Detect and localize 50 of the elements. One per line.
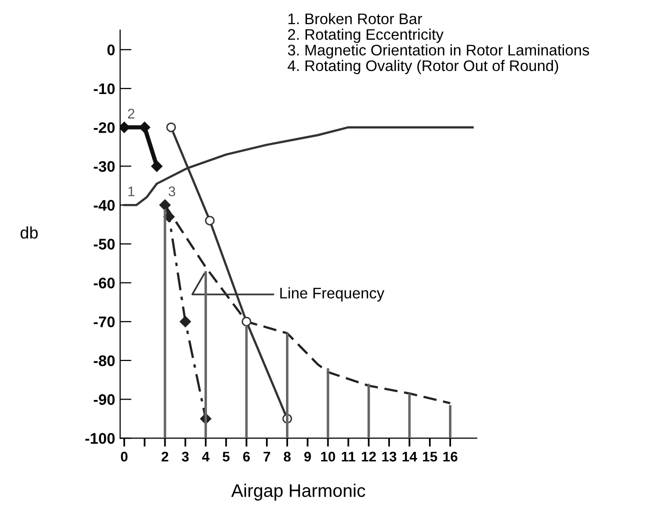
x-tick-label: 8 [284,452,291,462]
y-tick-label: -80 [94,355,115,366]
y-tick-label: 0 [107,44,115,56]
annotation: 3. Magnetic Orientation in Rotor Laminations [288,44,590,59]
annotation: 1 [128,186,134,196]
annotation: 4. Rotating Ovality (Rotor Out of Round) [288,60,558,74]
x-tick-label: 12 [362,452,376,462]
x-tick-label: 3 [182,452,189,462]
x-tick-label: 2 [162,452,168,462]
y-tick-label: -20 [94,122,115,134]
y-tick-label: -50 [94,238,115,250]
x-tick-label: 0 [120,452,128,462]
x-tick-label: 10 [321,452,336,462]
x-tick-label: 7 [264,452,270,462]
bar [245,325,248,438]
y-tick-label: -100 [85,433,115,444]
y-tick-label: -60 [94,278,115,288]
bar [204,271,207,438]
x-tick-label: 13 [382,452,396,462]
y-tick-label: -30 [94,161,115,172]
bar [448,405,452,438]
annotation: 2 [128,108,134,118]
x-axis-title: Airgap Harmonic [231,484,366,501]
x-tick-label: 11 [342,452,356,462]
y-tick-label: -90 [94,394,115,405]
x-tick-label: 6 [243,452,250,462]
point [120,122,130,133]
point [204,216,215,226]
y-tick-label: -10 [94,83,115,94]
annotation: 2. Rotating Eccentricity [288,28,444,43]
annotation: 3 [168,186,176,196]
bar [367,384,370,438]
point [242,316,252,326]
point [180,316,191,328]
bar [408,393,411,438]
y-tick-label: -70 [94,316,115,328]
x-tick-label: 9 [304,452,311,462]
x-tick-label: 5 [222,452,230,462]
x-tick-label: 14 [402,452,418,462]
x-tick-label: 15 [422,452,438,462]
point [166,122,176,132]
x-tick-label: 4 [202,452,210,462]
x-tick-label: 16 [443,452,458,462]
text: 1. Broken Rotor Bar [288,13,422,24]
bar [326,368,330,438]
y-tick-label: -40 [94,200,115,211]
bar [286,333,288,438]
point [151,160,162,172]
annotation: Line Frequency [280,287,384,302]
y-axis-title: db [20,226,38,239]
